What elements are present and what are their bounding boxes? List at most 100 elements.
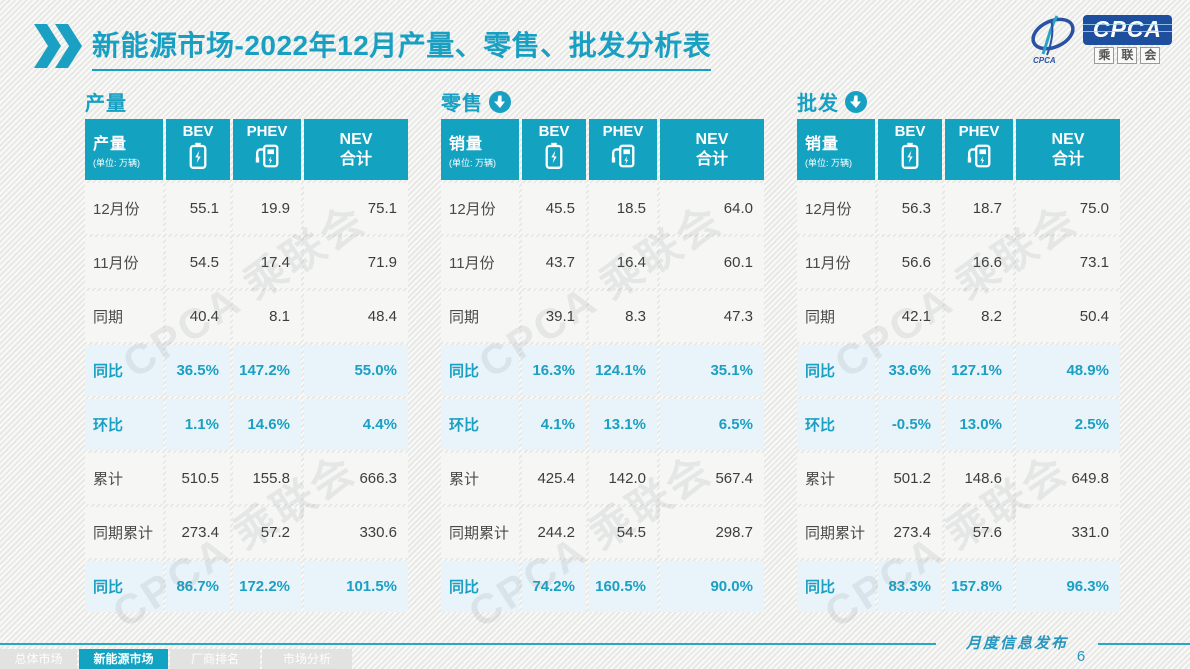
value-cell: 6.5%: [660, 399, 764, 450]
row-label: 同比: [441, 345, 519, 396]
bottom-nav-tabs: 总体市场 新能源市场 厂商排名 市场分析: [0, 649, 352, 669]
row-label: 环比: [441, 399, 519, 450]
value-cell: 71.9: [304, 237, 408, 288]
table-row: 同比 86.7% 172.2% 101.5%: [85, 561, 408, 612]
nav-tab-3[interactable]: 市场分析: [262, 649, 352, 669]
page-title-bold: 新能源市场: [92, 30, 235, 61]
row-label: 累计: [441, 453, 519, 504]
value-cell: 13.1%: [589, 399, 657, 450]
row-label: 同期: [797, 291, 875, 342]
row-label: 同期累计: [85, 507, 163, 558]
value-cell: 16.6: [945, 237, 1013, 288]
value-cell: 273.4: [166, 507, 230, 558]
table-row: 11月份 54.5 17.4 71.9: [85, 237, 408, 288]
table-header-row: 销量 (单位: 万辆) BEV PHEV NEV: [441, 119, 764, 180]
value-cell: 298.7: [660, 507, 764, 558]
value-cell: 90.0%: [660, 561, 764, 612]
value-cell: 142.0: [589, 453, 657, 504]
header-bev-cell: BEV: [878, 119, 942, 180]
section-head-retail: 零售: [441, 88, 764, 115]
section-head-wholesale: 批发: [797, 88, 1120, 115]
cn-char: 会: [1140, 46, 1161, 64]
table-row: 同期 39.1 8.3 47.3: [441, 291, 764, 342]
footer-line: [0, 643, 936, 645]
value-cell: 56.3: [878, 183, 942, 234]
row-label: 11月份: [85, 237, 163, 288]
value-cell: 55.0%: [304, 345, 408, 396]
row-label: 11月份: [441, 237, 519, 288]
charger-icon: [611, 144, 635, 168]
table-row: 累计 425.4 142.0 567.4: [441, 453, 764, 504]
value-cell: 50.4: [1016, 291, 1120, 342]
row-label: 同比: [441, 561, 519, 612]
table-row: 环比 4.1% 13.1% 6.5%: [441, 399, 764, 450]
value-cell: 510.5: [166, 453, 230, 504]
row-label: 环比: [797, 399, 875, 450]
value-cell: 18.5: [589, 183, 657, 234]
table-row: 同比 36.5% 147.2% 55.0%: [85, 345, 408, 396]
retail-table: 销量 (单位: 万辆) BEV PHEV NEV: [438, 116, 767, 615]
header-metric-label: 销量: [449, 136, 484, 153]
value-cell: 86.7%: [166, 561, 230, 612]
value-cell: 60.1: [660, 237, 764, 288]
battery-icon: [545, 143, 563, 170]
header-phev-cell: PHEV: [233, 119, 301, 180]
row-label: 同期累计: [797, 507, 875, 558]
cpca-logo: CPCA CPCA 乘 联 会: [1027, 13, 1172, 65]
value-cell: 17.4: [233, 237, 301, 288]
row-label: 12月份: [441, 183, 519, 234]
table-row: 同期累计 273.4 57.6 331.0: [797, 507, 1120, 558]
row-label: 累计: [797, 453, 875, 504]
table-row: 同比 83.3% 157.8% 96.3%: [797, 561, 1120, 612]
nav-tab-0[interactable]: 总体市场: [0, 649, 77, 669]
footer-line: [1098, 643, 1190, 645]
header-unit-label: (单位: 万辆): [449, 158, 496, 168]
header-metric-cell: 销量 (单位: 万辆): [441, 119, 519, 180]
charger-icon: [255, 144, 279, 168]
value-cell: 157.8%: [945, 561, 1013, 612]
row-label: 同期: [441, 291, 519, 342]
header-phev-cell: PHEV: [945, 119, 1013, 180]
row-label: 11月份: [797, 237, 875, 288]
value-cell: 567.4: [660, 453, 764, 504]
value-cell: 425.4: [522, 453, 586, 504]
value-cell: 75.1: [304, 183, 408, 234]
value-cell: -0.5%: [878, 399, 942, 450]
section-title: 产量: [85, 93, 127, 115]
value-cell: 18.7: [945, 183, 1013, 234]
bev-label: BEV: [894, 122, 926, 140]
nav-tab-2[interactable]: 厂商排名: [170, 649, 260, 669]
value-cell: 45.5: [522, 183, 586, 234]
value-cell: 54.5: [589, 507, 657, 558]
row-label: 同期累计: [441, 507, 519, 558]
table-row: 同期累计 244.2 54.5 298.7: [441, 507, 764, 558]
value-cell: 649.8: [1016, 453, 1120, 504]
row-label: 环比: [85, 399, 163, 450]
value-cell: 8.2: [945, 291, 1013, 342]
table-row: 同期 42.1 8.2 50.4: [797, 291, 1120, 342]
header-nev-cell: NEV 合计: [304, 119, 408, 180]
header-unit-label: (单位: 万辆): [805, 158, 852, 168]
table-row: 12月份 45.5 18.5 64.0: [441, 183, 764, 234]
page-number: 6: [1076, 648, 1086, 665]
header-unit-label: (单位: 万辆): [93, 158, 140, 168]
table-row: 12月份 55.1 19.9 75.1: [85, 183, 408, 234]
row-label: 12月份: [797, 183, 875, 234]
value-cell: 14.6%: [233, 399, 301, 450]
value-cell: 39.1: [522, 291, 586, 342]
nev-label-line2: 合计: [339, 150, 372, 168]
table-row: 同比 16.3% 124.1% 35.1%: [441, 345, 764, 396]
value-cell: 96.3%: [1016, 561, 1120, 612]
cpca-logo-mark-icon: CPCA: [1031, 15, 1075, 65]
row-label: 同比: [797, 561, 875, 612]
row-label: 同比: [85, 345, 163, 396]
header-metric-label: 销量: [805, 136, 840, 153]
cn-char: 乘: [1094, 46, 1115, 64]
value-cell: 16.3%: [522, 345, 586, 396]
battery-icon: [901, 143, 919, 170]
cn-char: 联: [1117, 46, 1138, 64]
value-cell: 4.1%: [522, 399, 586, 450]
value-cell: 331.0: [1016, 507, 1120, 558]
nav-tab-1[interactable]: 新能源市场: [79, 649, 168, 669]
